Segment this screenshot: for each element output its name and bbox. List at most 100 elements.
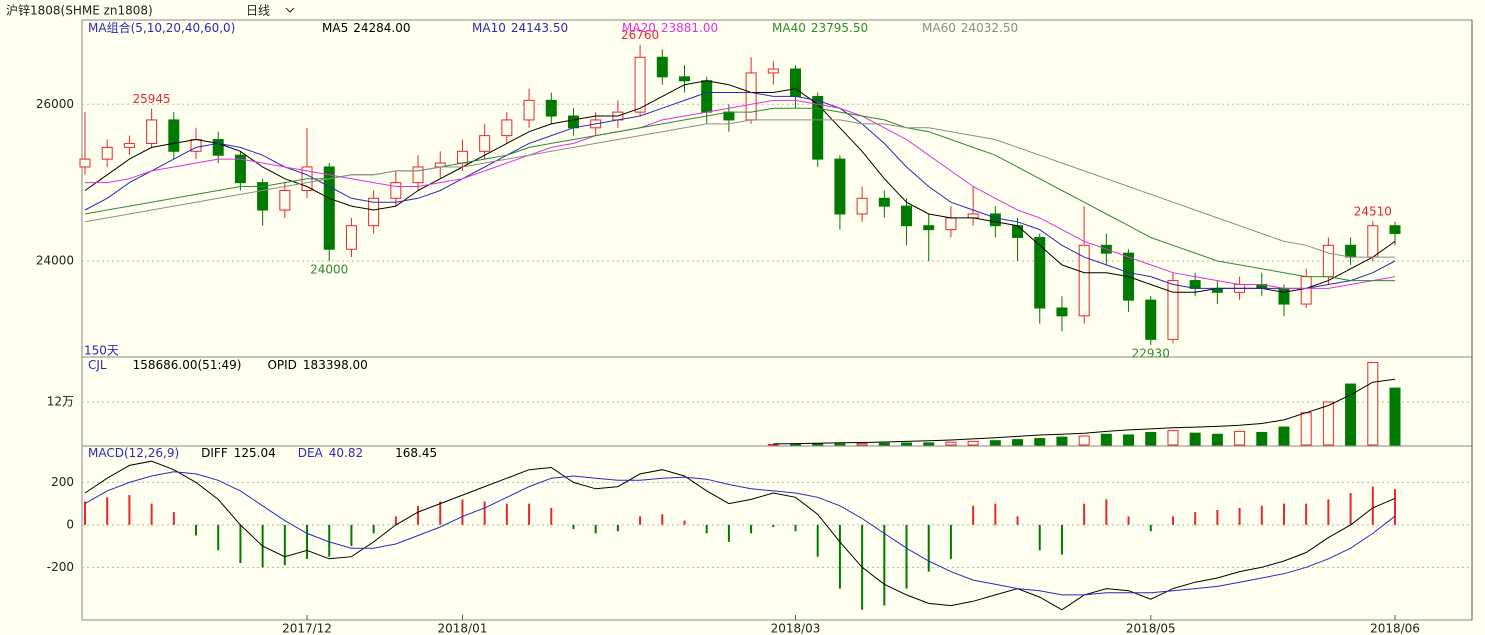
candle-body	[501, 119, 513, 137]
legend-name: MA20	[622, 21, 656, 35]
volume-bar	[1234, 430, 1246, 446]
header-item: MA组合(5,10,20,40,60,0)	[88, 20, 235, 35]
header-item: MACD(12,26,9)	[88, 446, 179, 460]
panel-header: CJL 158686.00(51:49) OPID 183398.00	[88, 358, 368, 372]
candle-body	[345, 225, 357, 250]
volume-bar	[812, 443, 824, 446]
volume-bar	[1012, 439, 1024, 446]
x-tick-label: 2018/03	[771, 622, 821, 635]
x-tick-label: 2018/05	[1126, 622, 1176, 635]
extreme-label: 26760	[621, 28, 659, 42]
volume-bar	[967, 440, 979, 446]
candle-body	[834, 158, 846, 215]
candle-body	[1322, 244, 1334, 278]
volume-bar	[923, 442, 935, 446]
candle-body	[1300, 276, 1312, 305]
days-label: 150天	[84, 344, 119, 358]
x-tick-label: 2017/12	[282, 622, 332, 635]
candle-body	[1189, 280, 1201, 289]
legend-value: 24143.50	[511, 21, 568, 35]
candle-body	[479, 135, 491, 152]
legend-entry: MA10 24143.50	[472, 21, 568, 35]
candle-body	[79, 158, 91, 168]
legend-value: 23881.00	[661, 21, 718, 35]
x-tick-label: 2018/01	[438, 622, 488, 635]
volume-bar	[767, 443, 779, 446]
panel-header: MACD(12,26,9) DIFF 125.04 DEA 40.82 168.45	[88, 446, 437, 460]
candle-body	[1389, 225, 1401, 235]
legend-value: 24032.50	[961, 21, 1018, 35]
header-item: CJL	[88, 358, 107, 372]
header-item: 168.45	[395, 446, 437, 460]
candle-body	[878, 197, 890, 207]
candle-body	[1167, 280, 1179, 340]
candle-body	[567, 115, 579, 129]
candle-body	[856, 197, 868, 215]
volume-bar	[834, 443, 846, 446]
candle-body	[989, 213, 1001, 227]
volume-bar	[1189, 432, 1201, 446]
candle-body	[1034, 236, 1046, 309]
volume-bar	[1278, 426, 1290, 446]
candle-body	[723, 111, 735, 121]
macd-line	[84, 471, 1396, 596]
volume-bar	[856, 443, 868, 446]
candle-body	[523, 99, 535, 121]
legend-name: MA10	[472, 21, 506, 35]
legend-value: 23795.50	[811, 21, 868, 35]
candle-body	[234, 154, 246, 184]
candle-body	[745, 72, 757, 121]
volume-bar	[1100, 433, 1112, 446]
header-item: 125.04	[234, 446, 276, 460]
volume-bar	[1322, 401, 1334, 446]
candle-body	[656, 56, 668, 78]
candle-body	[545, 99, 557, 117]
legend-name: MA60	[922, 21, 956, 35]
ma-line	[84, 80, 1396, 293]
legend-entry: MA5 24284.00	[322, 21, 410, 35]
candle-body	[101, 146, 113, 160]
legend-name: MA40	[772, 21, 806, 35]
macd-line	[84, 460, 1396, 611]
candle-body	[390, 182, 402, 199]
period[interactable]: 日线	[246, 4, 270, 18]
extreme-label: 24000	[310, 262, 348, 276]
panel-header: MA组合(5,10,20,40,60,0)	[88, 20, 235, 35]
header-item: DIFF	[201, 446, 228, 460]
candle-body	[1345, 244, 1357, 258]
candle-body	[212, 139, 224, 156]
extreme-label: 25945	[133, 92, 171, 106]
candle-body	[1012, 225, 1024, 238]
candle-body	[123, 142, 135, 148]
header-item: 183398.00	[303, 358, 368, 372]
legend-entry: MA40 23795.50	[772, 21, 868, 35]
ma-line	[85, 99, 1396, 289]
volume-bar	[1056, 436, 1068, 446]
candle-body	[456, 150, 468, 164]
candle-body	[279, 189, 291, 211]
volume-bar	[1211, 433, 1223, 446]
y-tick-label: -200	[47, 560, 74, 574]
volume-bar	[901, 442, 913, 446]
candle-body	[945, 217, 957, 231]
volume-bar	[1123, 434, 1135, 446]
symbol: 沪锌1808(SHME zn1808)	[6, 4, 153, 18]
candle-body	[1367, 225, 1379, 258]
ma-line	[84, 92, 1396, 289]
candle-body	[1278, 287, 1290, 305]
y-tick-label: 0	[66, 517, 74, 531]
ma-line	[84, 119, 1395, 258]
y-tick-label: 24000	[36, 253, 74, 267]
candle-body	[634, 56, 646, 113]
chevron	[285, 7, 295, 13]
candle-body	[701, 80, 713, 113]
header-item: OPID	[267, 358, 296, 372]
y-tick-label: 26000	[36, 97, 74, 111]
volume-bar	[1078, 435, 1090, 446]
legend-entry: MA20 23881.00	[622, 21, 718, 35]
y-tick-label: 12万	[47, 394, 74, 408]
candle-body	[967, 213, 979, 219]
